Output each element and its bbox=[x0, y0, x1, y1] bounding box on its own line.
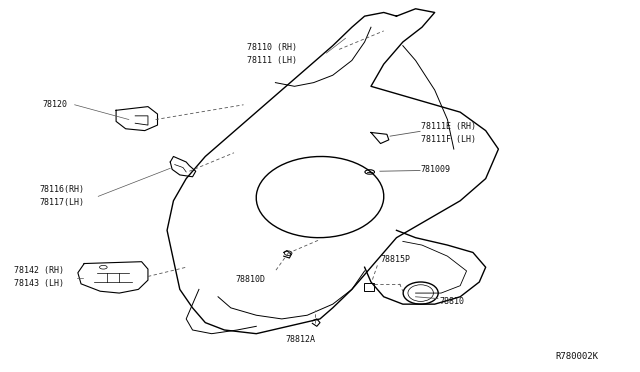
Text: 78110 (RH): 78110 (RH) bbox=[246, 43, 297, 52]
Text: 78810: 78810 bbox=[440, 297, 465, 306]
Text: 78812A: 78812A bbox=[285, 335, 316, 344]
Text: 78111E (RH): 78111E (RH) bbox=[420, 122, 476, 131]
Text: 78111F (LH): 78111F (LH) bbox=[420, 135, 476, 144]
Text: 78120: 78120 bbox=[43, 100, 68, 109]
Text: 78143 (LH): 78143 (LH) bbox=[14, 279, 64, 288]
Text: 78815P: 78815P bbox=[381, 255, 410, 264]
Text: 78142 (RH): 78142 (RH) bbox=[14, 266, 64, 275]
Text: 78117(LH): 78117(LH) bbox=[40, 198, 84, 207]
Text: 78810D: 78810D bbox=[236, 275, 266, 283]
Bar bbox=[364, 283, 374, 291]
Text: 78116(RH): 78116(RH) bbox=[40, 185, 84, 194]
Text: 78111 (LH): 78111 (LH) bbox=[246, 56, 297, 65]
Text: R780002K: R780002K bbox=[556, 352, 599, 361]
Text: 781009: 781009 bbox=[420, 165, 451, 174]
